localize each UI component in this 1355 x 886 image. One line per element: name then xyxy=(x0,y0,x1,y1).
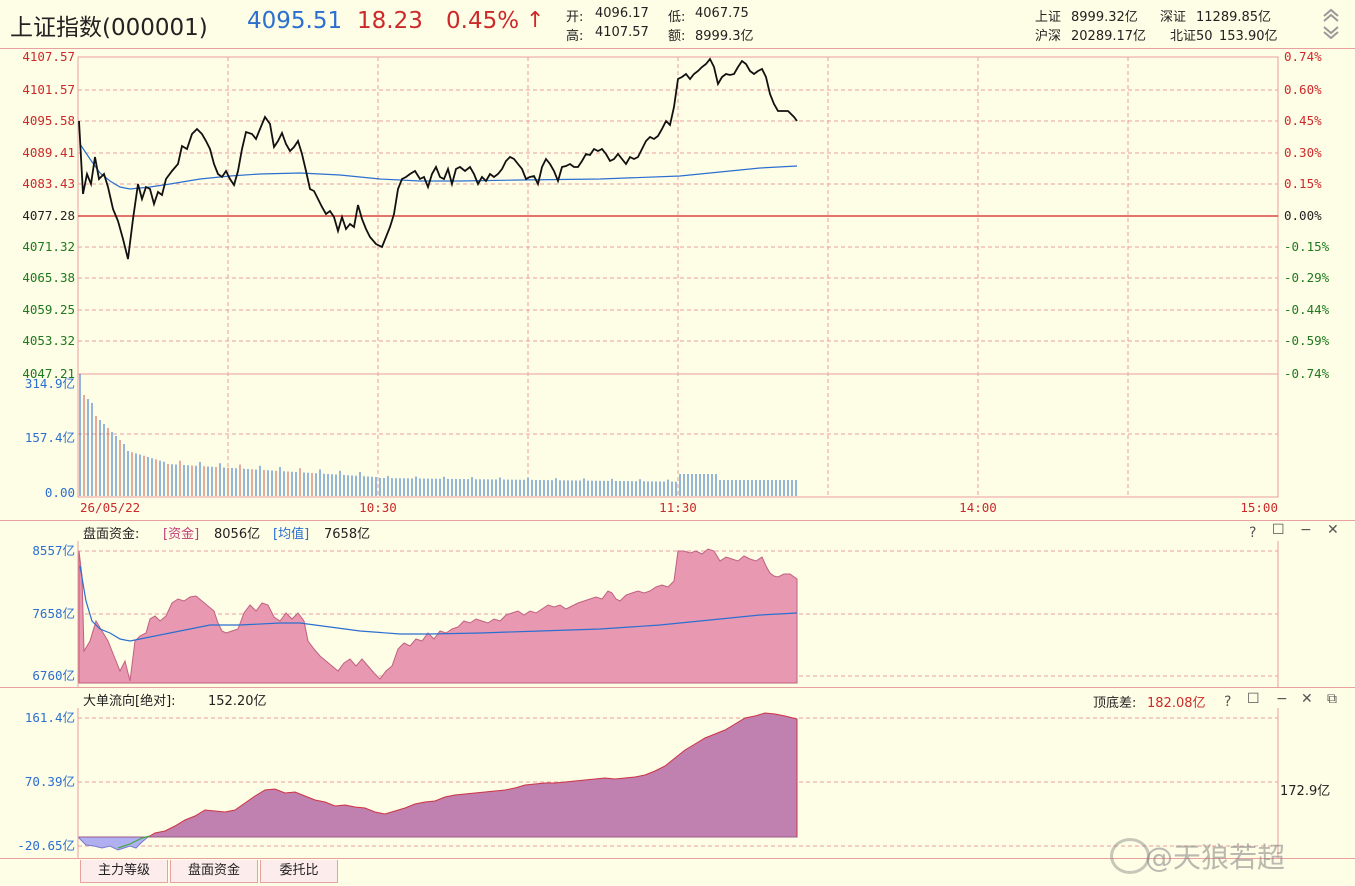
tab-main-level[interactable]: 主力等级 xyxy=(80,860,168,883)
last-price: 4095.51 xyxy=(247,8,343,34)
time-axis-label: 14:00 xyxy=(959,500,997,515)
pct-axis-label: -0.74% xyxy=(1284,366,1330,381)
time-axis-label: 10:30 xyxy=(359,500,397,515)
price-line xyxy=(78,57,798,260)
diff-value: 182.08亿 xyxy=(1147,696,1206,711)
scroll-arrows-icon[interactable] xyxy=(1320,5,1342,39)
time-axis-label: 15:00 xyxy=(1240,500,1278,515)
pct-axis-label: -0.59% xyxy=(1284,333,1330,348)
price-change: 18.23 xyxy=(357,8,423,34)
open-label: 开: xyxy=(566,10,584,25)
minimize-icon[interactable]: − xyxy=(1300,522,1312,538)
popout-icon[interactable]: ⧉ xyxy=(1327,691,1337,707)
average-price-line xyxy=(79,143,798,190)
avg-tag: [均值] xyxy=(273,527,310,542)
amount-label: 额: xyxy=(668,29,686,44)
fund-axis-label: 7658亿 xyxy=(32,606,75,621)
hs-value: 20289.17亿 xyxy=(1071,29,1147,44)
price-axis-label: 4101.57 xyxy=(22,82,75,97)
price-axis-label: 4065.38 xyxy=(22,270,75,285)
panel-divider xyxy=(0,687,1355,688)
fund-value: 8056亿 xyxy=(214,527,261,542)
panel-divider xyxy=(0,520,1355,521)
weibo-logo-icon xyxy=(1110,838,1150,874)
volume-axis-label: 314.9亿 xyxy=(25,376,75,391)
time-axis-label: 11:30 xyxy=(659,500,697,515)
pct-axis-label: 0.45% xyxy=(1284,113,1322,128)
price-axis-label: 4089.41 xyxy=(22,145,75,160)
volume-axis-label: 157.4亿 xyxy=(25,430,75,445)
price-chart[interactable]: 4107.57 4101.57 4095.58 4089.41 4083.43 4077.… xyxy=(0,49,1355,519)
high-value: 4107.57 xyxy=(595,25,649,40)
pct-axis-label: -0.15% xyxy=(1284,239,1330,254)
sh-label: 上证 xyxy=(1035,10,1062,25)
high-label: 高: xyxy=(566,29,584,44)
pct-axis-label: -0.44% xyxy=(1284,302,1330,317)
sz-value: 11289.85亿 xyxy=(1196,10,1272,25)
low-value: 4067.75 xyxy=(695,6,749,21)
up-arrow-icon: ↑ xyxy=(526,8,545,33)
pct-axis-label: 0.15% xyxy=(1284,176,1322,191)
price-axis-label: 4053.32 xyxy=(22,333,75,348)
sz-label: 深证 xyxy=(1160,10,1187,25)
low-label: 低: xyxy=(668,10,686,25)
open-value: 4096.17 xyxy=(595,6,649,21)
close-icon[interactable]: ✕ xyxy=(1327,522,1339,538)
big-order-right-value: 172.9亿 xyxy=(1280,784,1331,799)
big-order-value: 152.20亿 xyxy=(208,694,267,709)
big-order-area xyxy=(146,712,798,838)
big-order-negative-area xyxy=(78,836,150,851)
maximize-icon[interactable]: ☐ xyxy=(1272,522,1285,538)
pct-axis-label: 0.74% xyxy=(1284,49,1322,64)
price-axis-label: 4047.21 xyxy=(22,366,75,381)
price-change-pct: 0.45% xyxy=(446,8,520,34)
fund-area xyxy=(78,548,798,684)
price-axis-label: 4107.57 xyxy=(22,49,75,64)
big-order-start-line xyxy=(117,835,151,849)
fund-tag: [资金] xyxy=(163,527,200,542)
pct-axis-label: 0.30% xyxy=(1284,145,1322,160)
pct-axis-label: 0.00% xyxy=(1284,208,1322,223)
pct-axis-label: 0.60% xyxy=(1284,82,1322,97)
fund-average-line xyxy=(79,565,798,642)
big-order-title: 大单流向[绝对]: xyxy=(83,694,176,709)
tab-fund[interactable]: 盘面资金 xyxy=(170,860,258,883)
fund-axis-label: 6760亿 xyxy=(32,668,75,683)
fund-chart[interactable]: 8557亿 7658亿 6760亿 xyxy=(0,521,1355,687)
quote-header: 上证指数(000001) 4095.51 18.23 0.45% ↑ 开: 40… xyxy=(0,0,1355,49)
amount-value: 8999.3亿 xyxy=(695,29,754,44)
time-axis-label: 26/05/22 xyxy=(80,500,140,515)
sh-value: 8999.32亿 xyxy=(1071,10,1138,25)
maximize-icon[interactable]: ☐ xyxy=(1247,691,1260,707)
big-order-axis-label: 70.39亿 xyxy=(25,774,75,789)
price-axis-label: 4077.28 xyxy=(22,208,75,223)
index-name: 上证指数(000001) xyxy=(10,15,208,41)
close-icon[interactable]: ✕ xyxy=(1301,691,1313,707)
diff-label: 顶底差: xyxy=(1093,696,1137,711)
big-order-axis-label: 161.4亿 xyxy=(25,710,75,725)
avg-value: 7658亿 xyxy=(324,527,371,542)
fund-axis-label: 8557亿 xyxy=(32,543,75,558)
price-axis-label: 4059.25 xyxy=(22,302,75,317)
tab-order-ratio[interactable]: 委托比 xyxy=(260,860,338,883)
help-icon[interactable]: ? xyxy=(1249,525,1257,541)
volume-axis-label: 0.00 xyxy=(45,485,75,500)
pct-axis-label: -0.29% xyxy=(1284,270,1330,285)
price-axis-label: 4095.58 xyxy=(22,113,75,128)
minimize-icon[interactable]: − xyxy=(1276,691,1288,707)
bz-value: 153.90亿 xyxy=(1219,29,1278,44)
hs-label: 沪深 xyxy=(1035,29,1062,44)
price-axis-label: 4083.43 xyxy=(22,176,75,191)
help-icon[interactable]: ? xyxy=(1224,694,1232,710)
big-order-chart[interactable]: 161.4亿 70.39亿 -20.65亿 xyxy=(0,688,1355,858)
fund-title: 盘面资金: xyxy=(83,527,140,542)
big-order-axis-label: -20.65亿 xyxy=(17,838,75,853)
watermark-text: @天狼若超 xyxy=(1145,841,1286,874)
price-axis-label: 4071.32 xyxy=(22,239,75,254)
bz-label: 北证50 xyxy=(1170,29,1213,44)
